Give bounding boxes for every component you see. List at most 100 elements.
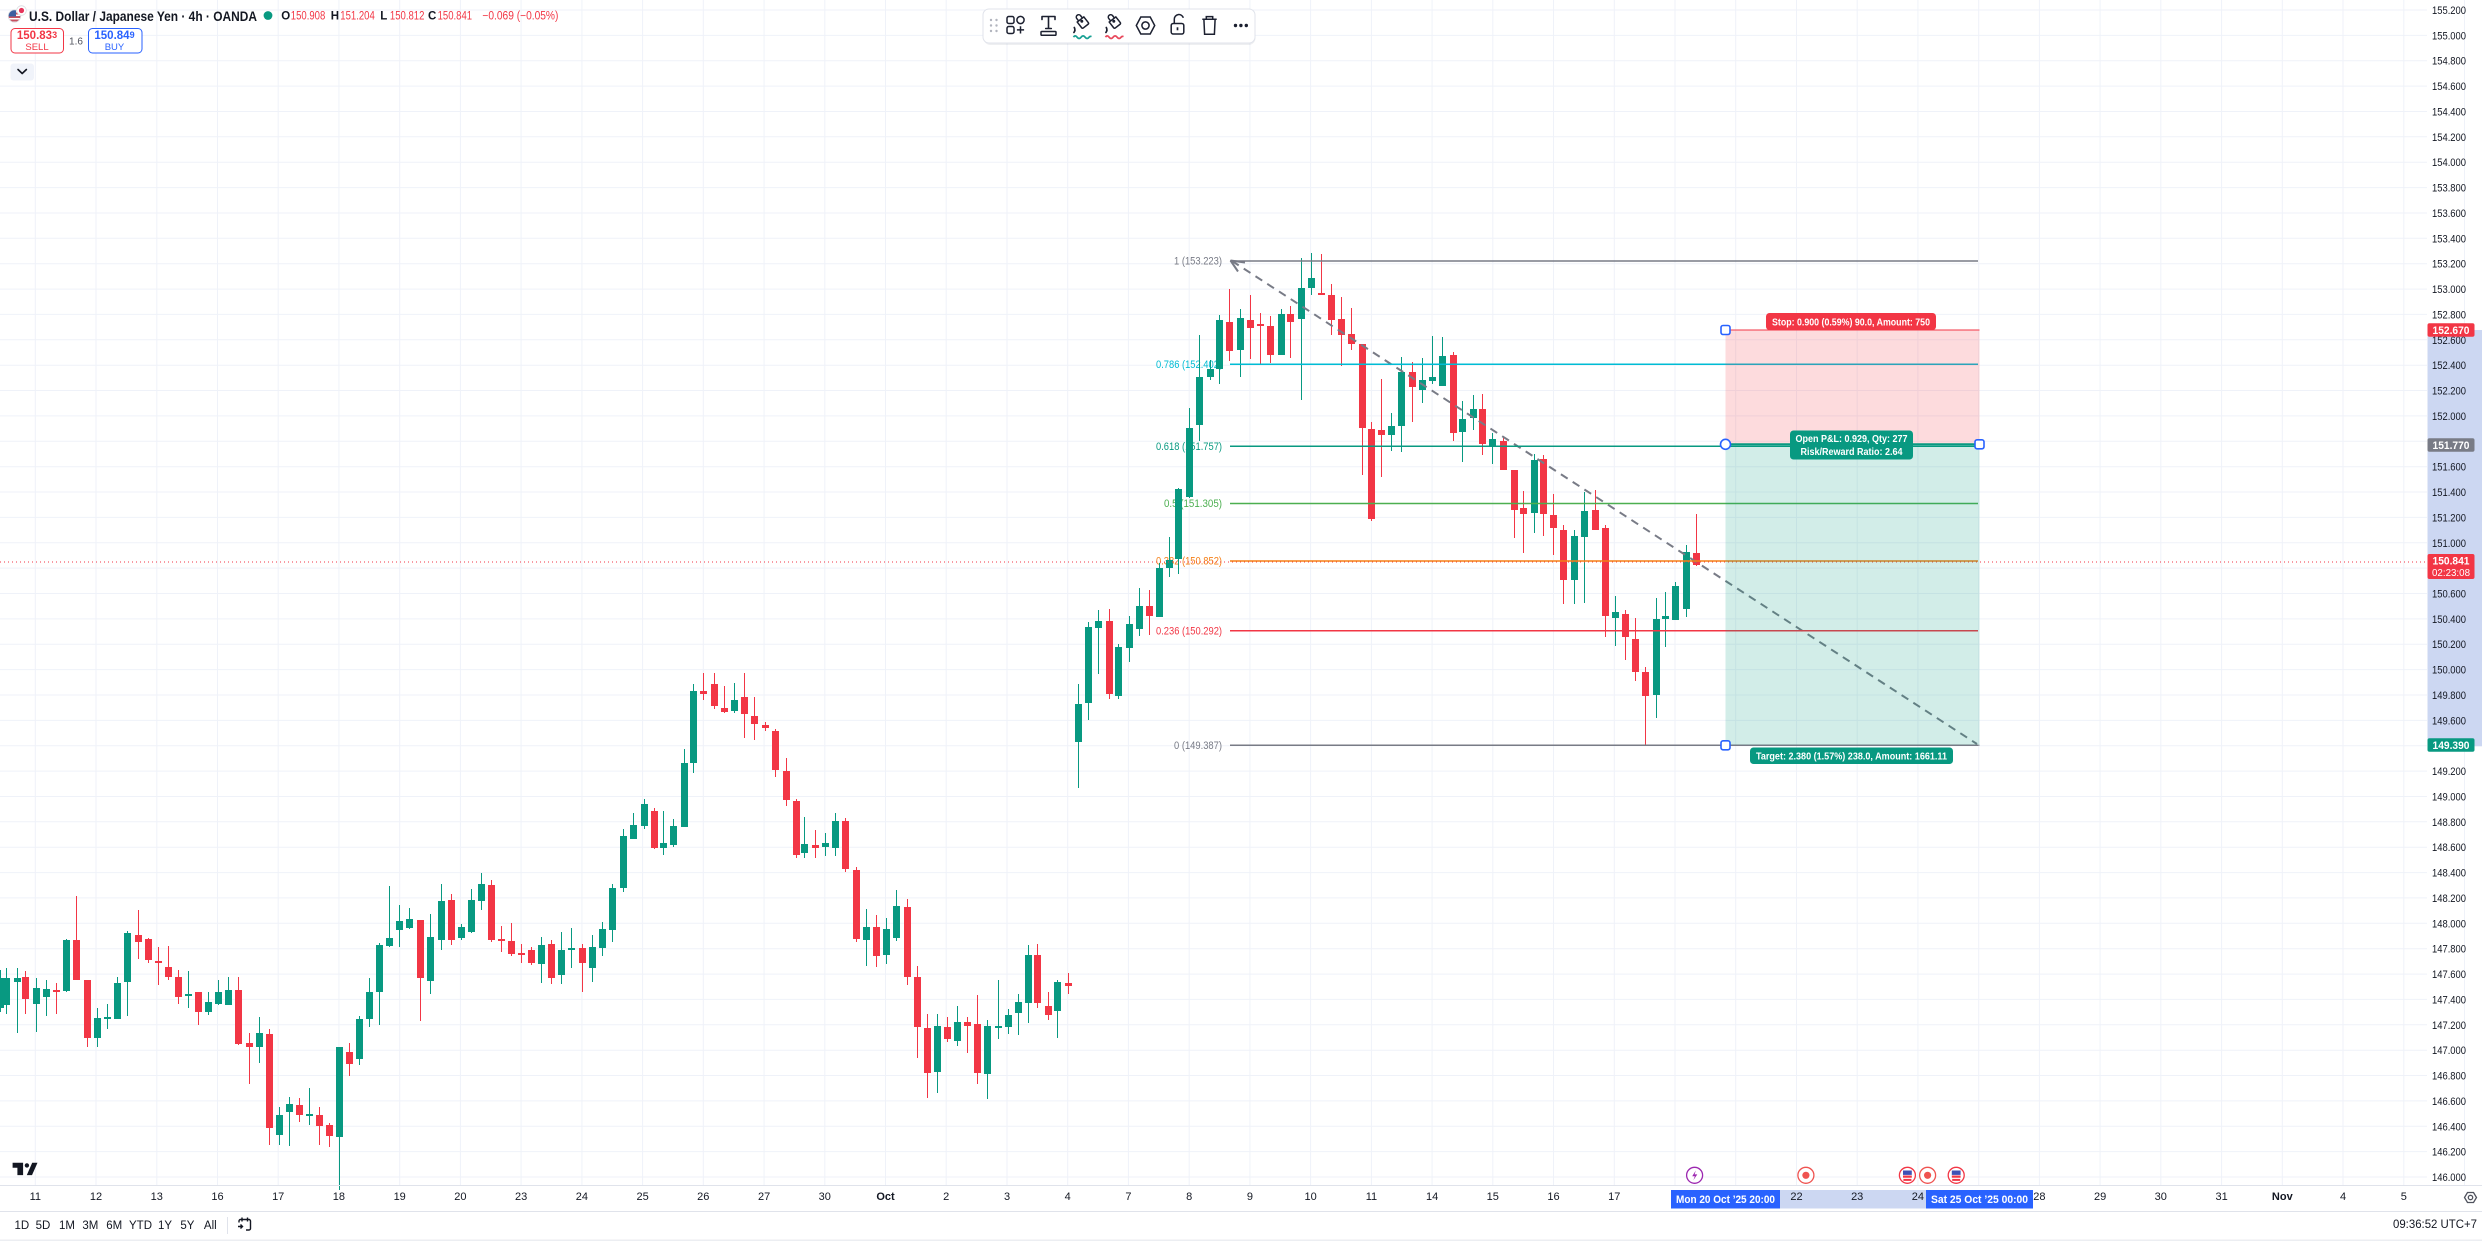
svg-text:22: 22 <box>1790 1191 1802 1203</box>
svg-text:0.5 (151.305): 0.5 (151.305) <box>1164 498 1222 510</box>
svg-text:149.390: 149.390 <box>2433 740 2470 752</box>
svg-text:Risk/Reward Ratio: 2.64: Risk/Reward Ratio: 2.64 <box>1801 446 1903 458</box>
svg-text:20: 20 <box>454 1191 466 1203</box>
svg-text:147.600: 147.600 <box>2432 969 2466 981</box>
svg-text:BUY: BUY <box>105 42 125 53</box>
svg-text:151.770: 151.770 <box>2433 440 2470 452</box>
svg-text:148.800: 148.800 <box>2432 817 2466 829</box>
svg-text:17: 17 <box>272 1191 284 1203</box>
svg-text:11: 11 <box>1366 1191 1377 1203</box>
svg-text:9: 9 <box>1247 1191 1253 1203</box>
svg-text:26: 26 <box>697 1191 709 1203</box>
svg-text:147.800: 147.800 <box>2432 944 2466 956</box>
svg-text:154.800: 154.800 <box>2432 56 2466 68</box>
svg-text:28: 28 <box>2033 1191 2045 1203</box>
svg-text:151.600: 151.600 <box>2432 462 2466 474</box>
svg-text:Stop: 0.900 (0.59%) 90.0, Amou: Stop: 0.900 (0.59%) 90.0, Amount: 750 <box>1772 317 1930 329</box>
svg-text:148.200: 148.200 <box>2432 893 2466 905</box>
svg-text:7: 7 <box>1125 1191 1131 1203</box>
svg-text:149.200: 149.200 <box>2432 766 2466 778</box>
svg-text:0.236 (150.292): 0.236 (150.292) <box>1156 625 1222 637</box>
svg-text:24: 24 <box>576 1191 588 1203</box>
svg-text:YTD: YTD <box>129 1220 152 1232</box>
svg-text:1D: 1D <box>14 1220 29 1232</box>
svg-text:152.800: 152.800 <box>2432 309 2466 321</box>
svg-text:146.000: 146.000 <box>2432 1172 2466 1184</box>
svg-text:149.800: 149.800 <box>2432 690 2466 702</box>
svg-text:146.400: 146.400 <box>2432 1121 2466 1133</box>
svg-text:15: 15 <box>1487 1191 1499 1203</box>
svg-text:148.000: 148.000 <box>2432 918 2466 930</box>
svg-text:154.000: 154.000 <box>2432 157 2466 169</box>
svg-text:151.400: 151.400 <box>2432 487 2466 499</box>
svg-text:1.6: 1.6 <box>69 37 83 48</box>
svg-text:147.000: 147.000 <box>2432 1045 2466 1057</box>
svg-text:0 (149.387): 0 (149.387) <box>1174 740 1222 752</box>
svg-text:152.200: 152.200 <box>2432 386 2466 398</box>
svg-text:150.849: 150.849 <box>94 30 134 42</box>
svg-text:27: 27 <box>758 1191 770 1203</box>
svg-text:154.600: 154.600 <box>2432 81 2466 93</box>
svg-text:16: 16 <box>211 1191 223 1203</box>
svg-text:150.000: 150.000 <box>2432 665 2466 677</box>
svg-text:4: 4 <box>1065 1191 1071 1203</box>
svg-text:150.908: 150.908 <box>291 11 326 23</box>
svg-text:150.833: 150.833 <box>17 30 57 42</box>
svg-text:155.000: 155.000 <box>2432 30 2466 42</box>
svg-text:147.200: 147.200 <box>2432 1020 2466 1032</box>
svg-text:C: C <box>428 11 436 23</box>
svg-text:13: 13 <box>151 1191 163 1203</box>
svg-text:146.200: 146.200 <box>2432 1147 2466 1159</box>
svg-text:−0.069 (−0.05%): −0.069 (−0.05%) <box>482 11 558 23</box>
svg-text:12: 12 <box>90 1191 102 1203</box>
svg-text:O: O <box>281 11 290 23</box>
svg-text:146.600: 146.600 <box>2432 1096 2466 1108</box>
svg-text:147.400: 147.400 <box>2432 994 2466 1006</box>
svg-text:29: 29 <box>2094 1191 2106 1203</box>
svg-text:151.200: 151.200 <box>2432 512 2466 524</box>
svg-text:154.400: 154.400 <box>2432 107 2466 119</box>
svg-text:24: 24 <box>1912 1191 1924 1203</box>
svg-text:6M: 6M <box>106 1220 122 1232</box>
svg-text:153.600: 153.600 <box>2432 208 2466 220</box>
svg-text:150.841: 150.841 <box>438 11 473 23</box>
svg-text:151.204: 151.204 <box>340 11 375 23</box>
svg-text:14: 14 <box>1426 1191 1438 1203</box>
svg-text:19: 19 <box>394 1191 406 1203</box>
svg-text:All: All <box>204 1220 217 1232</box>
svg-text:Target: 2.380 (1.57%) 238.0, A: Target: 2.380 (1.57%) 238.0, Amount: 166… <box>1756 751 1947 763</box>
svg-text:1 (153.223): 1 (153.223) <box>1174 256 1222 268</box>
svg-text:U.S. Dollar / Japanese Yen · 4: U.S. Dollar / Japanese Yen · 4h · OANDA <box>29 8 257 24</box>
svg-text:23: 23 <box>515 1191 527 1203</box>
svg-text:148.600: 148.600 <box>2432 842 2466 854</box>
svg-text:4: 4 <box>2340 1191 2346 1203</box>
svg-text:155.200: 155.200 <box>2432 5 2466 17</box>
svg-text:150.841: 150.841 <box>2433 556 2470 568</box>
svg-text:153.000: 153.000 <box>2432 284 2466 296</box>
svg-text:Nov: Nov <box>2272 1191 2294 1203</box>
svg-text:L: L <box>380 11 387 23</box>
svg-text:3M: 3M <box>82 1220 98 1232</box>
svg-text:1Y: 1Y <box>158 1220 172 1232</box>
svg-text:16: 16 <box>1547 1191 1559 1203</box>
svg-text:152.000: 152.000 <box>2432 411 2466 423</box>
svg-text:Mon 20 Oct ’25 20:00: Mon 20 Oct ’25 20:00 <box>1676 1194 1775 1206</box>
svg-text:17: 17 <box>1608 1191 1620 1203</box>
svg-text:148.400: 148.400 <box>2432 868 2466 880</box>
svg-text:149.000: 149.000 <box>2432 792 2466 804</box>
svg-text:H: H <box>331 11 339 23</box>
svg-text:30: 30 <box>819 1191 831 1203</box>
svg-text:10: 10 <box>1304 1191 1316 1203</box>
svg-text:3: 3 <box>1004 1191 1010 1203</box>
svg-text:02:23:08: 02:23:08 <box>2432 567 2470 579</box>
svg-text:25: 25 <box>636 1191 648 1203</box>
svg-text:18: 18 <box>333 1191 345 1203</box>
svg-text:153.400: 153.400 <box>2432 233 2466 245</box>
svg-text:5Y: 5Y <box>180 1220 194 1232</box>
svg-text:Oct: Oct <box>876 1191 895 1203</box>
svg-text:Sat 25 Oct ’25 00:00: Sat 25 Oct ’25 00:00 <box>1931 1194 2028 1206</box>
svg-text:2: 2 <box>943 1191 949 1203</box>
svg-text:31: 31 <box>2215 1191 2227 1203</box>
svg-text:150.812: 150.812 <box>390 11 425 23</box>
svg-text:153.200: 153.200 <box>2432 259 2466 271</box>
